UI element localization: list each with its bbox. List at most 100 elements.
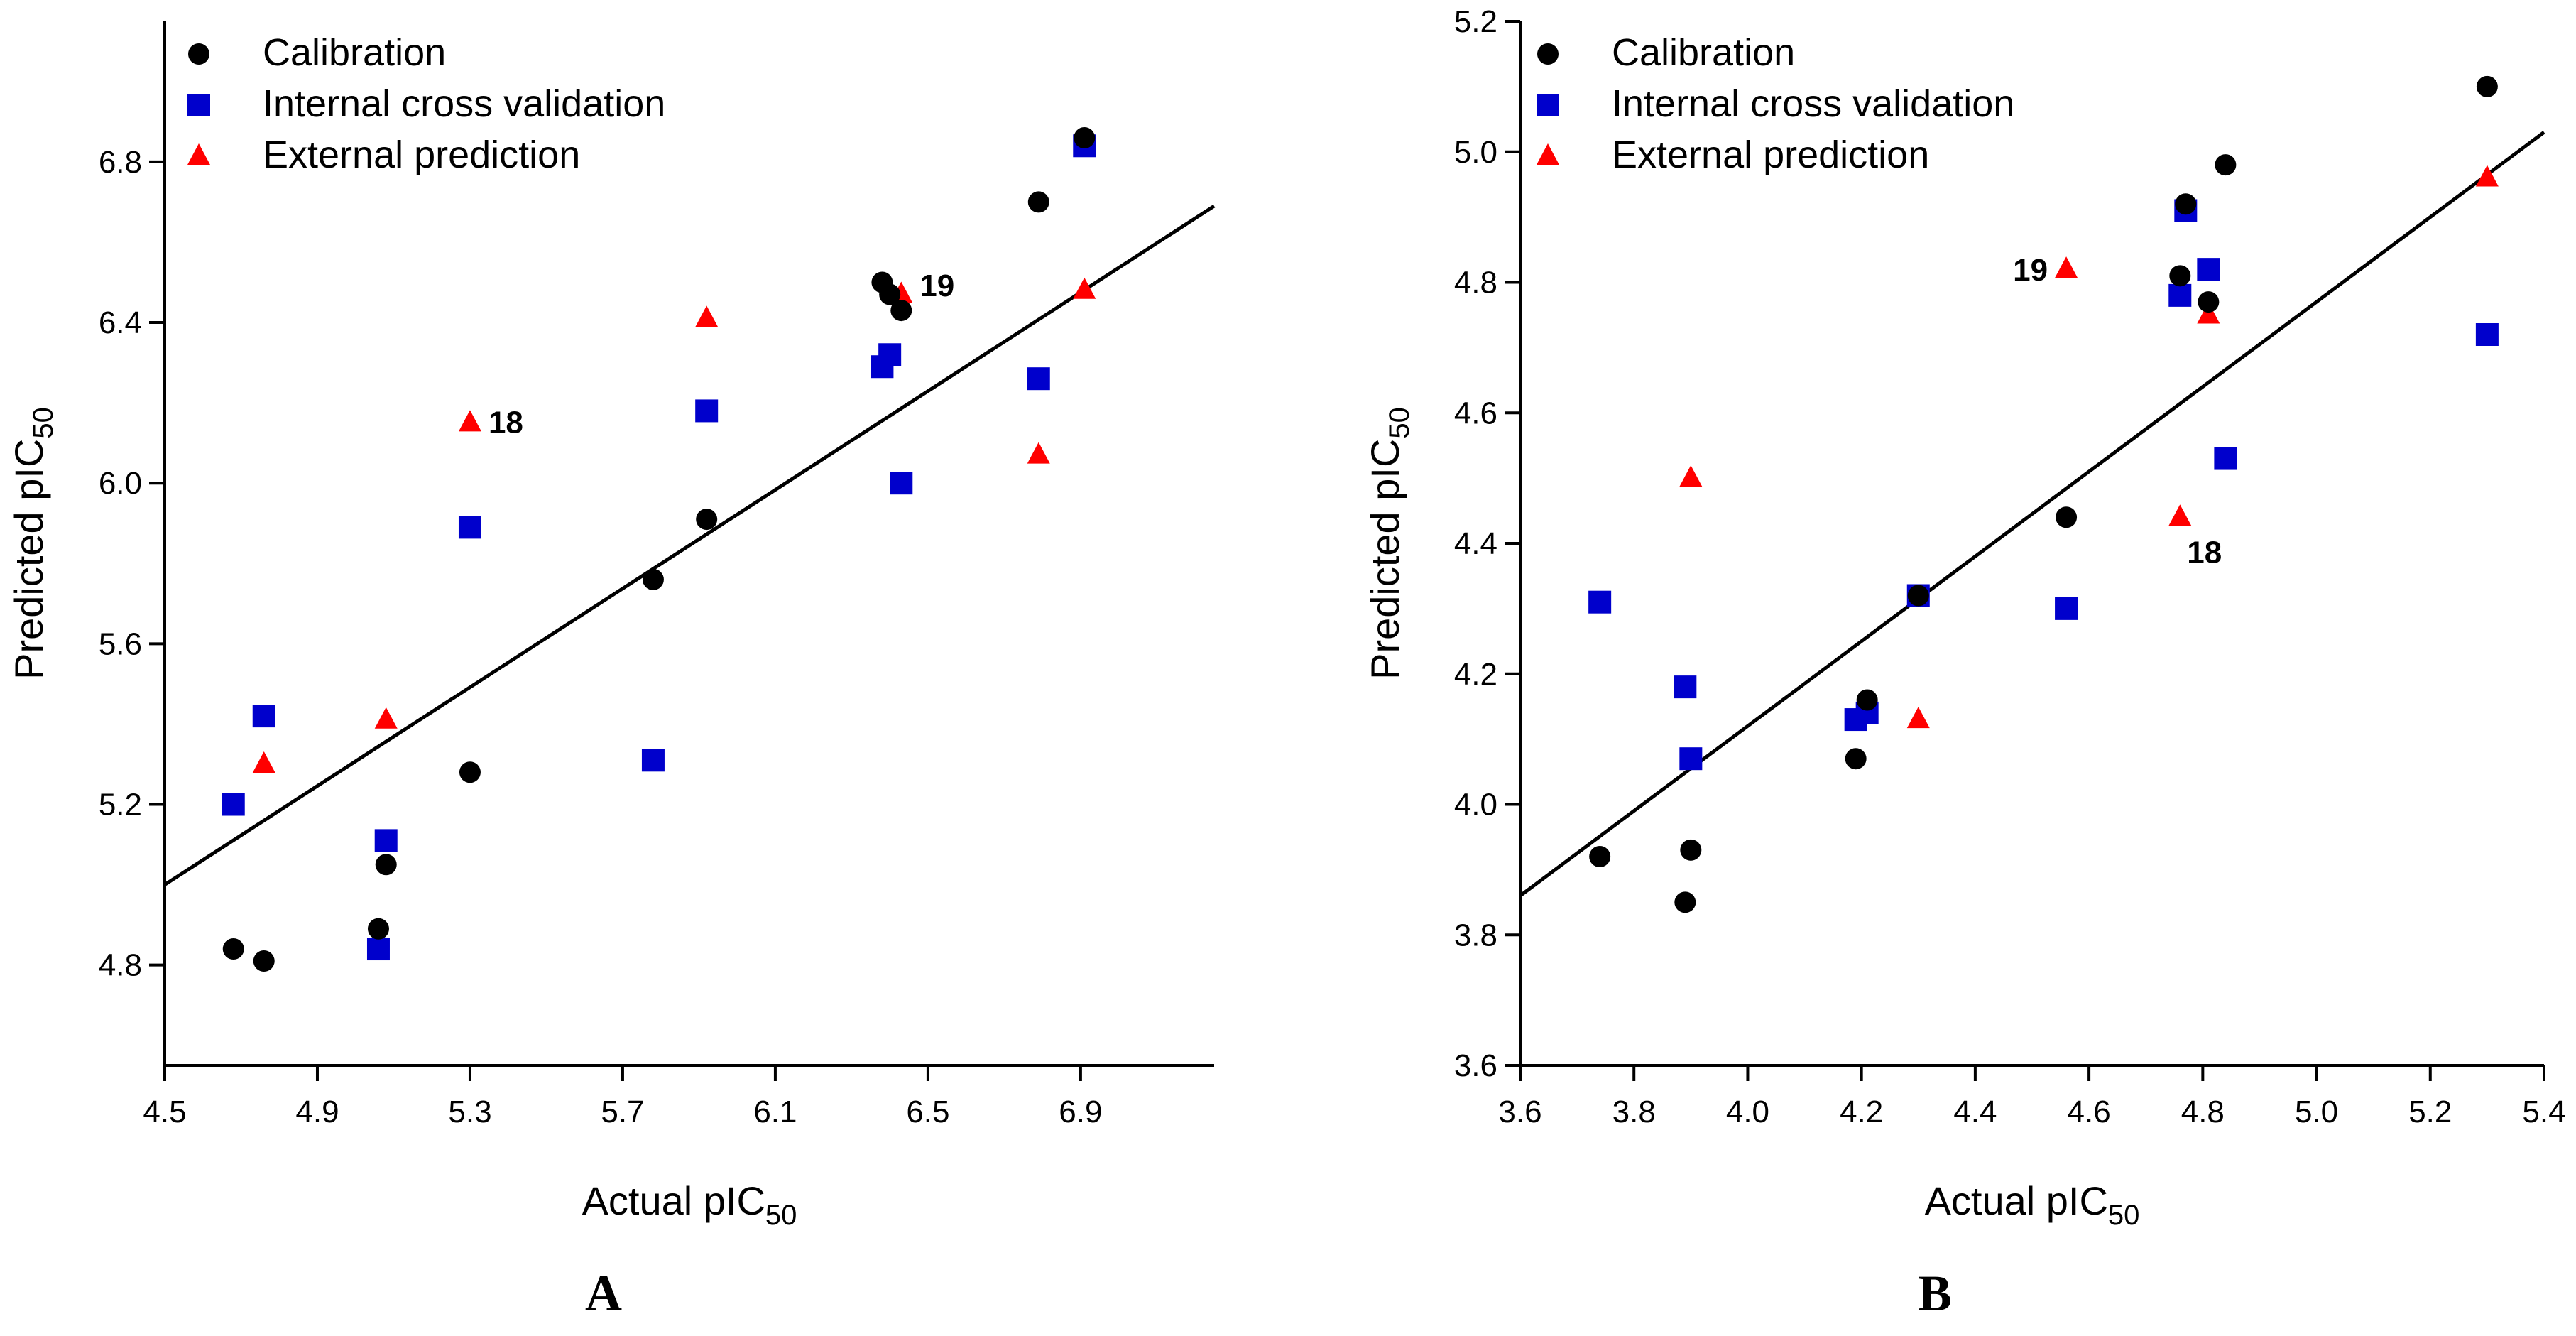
- y-axis-title: Predicted pIC50: [6, 407, 59, 680]
- x-tick-label: 5.3: [448, 1095, 491, 1129]
- point-internal-cv-6: [695, 399, 719, 423]
- legend-marker-external: [187, 143, 210, 165]
- annotation-label: 19: [2013, 253, 2048, 288]
- x-tick-label: 4.2: [1840, 1095, 1883, 1129]
- point-calibration-7: [2169, 265, 2191, 287]
- y-tick-label: 5.2: [99, 788, 142, 822]
- legend-marker-external: [1537, 143, 1559, 165]
- legend-label-external: External prediction: [263, 134, 580, 176]
- point-external-3: [695, 305, 719, 327]
- point-external-3: [2168, 504, 2192, 526]
- legend-marker-internal-cv: [1537, 94, 1559, 116]
- point-external-6: [1073, 277, 1096, 299]
- legend-label-external: External prediction: [1612, 134, 1929, 176]
- point-internal-cv-2: [366, 938, 390, 961]
- point-internal-cv-0: [222, 793, 245, 816]
- point-calibration-5: [1907, 585, 1929, 607]
- point-calibration-9: [2198, 291, 2220, 313]
- point-calibration-8: [2175, 193, 2197, 215]
- panel-label-b: B: [1918, 1265, 1952, 1322]
- point-calibration-10: [1027, 191, 1049, 213]
- annotation-label: 18: [489, 405, 523, 440]
- legend-marker-internal-cv: [187, 94, 210, 116]
- legend-label-internal-cv: Internal cross validation: [263, 82, 665, 125]
- point-internal-cv-6: [2055, 597, 2078, 620]
- x-tick-label: 6.5: [906, 1095, 949, 1129]
- point-calibration-3: [375, 854, 397, 876]
- point-calibration-11: [2476, 75, 2498, 97]
- x-tick-label: 5.4: [2522, 1095, 2565, 1129]
- y-tick-label: 4.8: [1454, 266, 1497, 300]
- point-internal-cv-10: [1027, 367, 1050, 391]
- point-calibration-1: [1674, 891, 1696, 913]
- y-tick-label: 3.8: [1454, 918, 1497, 952]
- x-tick-label: 6.1: [753, 1095, 797, 1129]
- regression-line: [1519, 131, 2545, 898]
- point-internal-cv-9: [2197, 258, 2220, 281]
- x-axis-title: Actual pIC50: [1925, 1178, 2140, 1231]
- point-external-1: [374, 707, 398, 729]
- y-tick-label: 4.6: [1454, 396, 1497, 430]
- annotation-label: 19: [919, 268, 954, 303]
- point-internal-cv-3: [374, 829, 398, 852]
- x-tick-label: 4.0: [1726, 1095, 1769, 1129]
- point-internal-cv-10: [2214, 447, 2237, 470]
- x-tick-label: 6.9: [1059, 1095, 1102, 1129]
- x-tick-label: 3.6: [1498, 1095, 1541, 1129]
- point-internal-cv-5: [641, 749, 665, 772]
- y-tick-label: 5.0: [1454, 135, 1497, 170]
- point-external-4: [2197, 302, 2220, 324]
- x-tick-label: 4.5: [143, 1095, 186, 1129]
- y-tick-label: 4.0: [1454, 788, 1497, 822]
- point-external-5: [1027, 442, 1050, 464]
- legend-marker-calibration: [188, 43, 209, 65]
- point-external-0: [252, 751, 275, 773]
- y-tick-label: 6.4: [99, 305, 142, 340]
- legend-marker-calibration: [1537, 43, 1559, 65]
- point-external-2: [2055, 256, 2078, 278]
- legend-label-calibration: Calibration: [263, 31, 446, 74]
- point-external-5: [2475, 165, 2499, 187]
- panel-label-a: A: [585, 1265, 622, 1322]
- point-calibration-11: [1074, 126, 1096, 148]
- annotation-label: 18: [2187, 535, 2222, 570]
- x-tick-label: 3.8: [1612, 1095, 1656, 1129]
- y-tick-label: 4.4: [1454, 526, 1497, 561]
- point-calibration-4: [1856, 689, 1878, 711]
- x-tick-label: 4.9: [295, 1095, 339, 1129]
- point-calibration-6: [696, 509, 718, 531]
- point-calibration-9: [890, 300, 912, 322]
- x-tick-label: 4.6: [2068, 1095, 2111, 1129]
- y-axis-title: Predicted pIC50: [1363, 407, 1415, 680]
- legend-label-internal-cv: Internal cross validation: [1612, 82, 2014, 125]
- chart-panel-a: 4.5 4.9 5.3 5.7 6.1 6.5 6.9 4.8 5.2 5.6 6.0 6.4 6.8 A…: [6, 21, 1216, 1231]
- point-calibration-0: [1589, 846, 1611, 867]
- chart-panel-b: 3.6 3.8 4.0 4.2 4.4 4.6 4.8 5.0 5.2 5.4 3.6 3.8 4.0 4…: [1363, 4, 2566, 1231]
- point-internal-cv-11: [2475, 323, 2499, 346]
- point-internal-cv-9: [890, 472, 913, 495]
- x-tick-label: 5.0: [2295, 1095, 2338, 1129]
- point-external-2: [458, 410, 481, 432]
- point-internal-cv-2: [1679, 747, 1703, 771]
- point-internal-cv-7: [2168, 283, 2192, 307]
- point-calibration-8: [879, 283, 901, 305]
- y-tick-label: 3.6: [1454, 1048, 1497, 1083]
- point-internal-cv-1: [1674, 675, 1697, 699]
- point-external-0: [1679, 465, 1703, 487]
- point-external-1: [1906, 707, 1930, 729]
- point-calibration-1: [253, 950, 275, 972]
- point-calibration-10: [2215, 154, 2237, 176]
- legend-label-calibration: Calibration: [1612, 31, 1795, 74]
- regression-line: [163, 204, 1216, 886]
- y-tick-label: 5.2: [1454, 4, 1497, 39]
- y-tick-label: 4.2: [1454, 657, 1497, 692]
- y-tick-label: 6.8: [99, 145, 142, 180]
- y-tick-label: 5.6: [99, 626, 142, 661]
- x-tick-label: 5.7: [601, 1095, 644, 1129]
- x-tick-label: 4.4: [1953, 1095, 1997, 1129]
- point-internal-cv-0: [1588, 590, 1612, 614]
- point-calibration-4: [459, 761, 481, 783]
- point-calibration-0: [222, 938, 244, 960]
- x-tick-label: 4.8: [2181, 1095, 2225, 1129]
